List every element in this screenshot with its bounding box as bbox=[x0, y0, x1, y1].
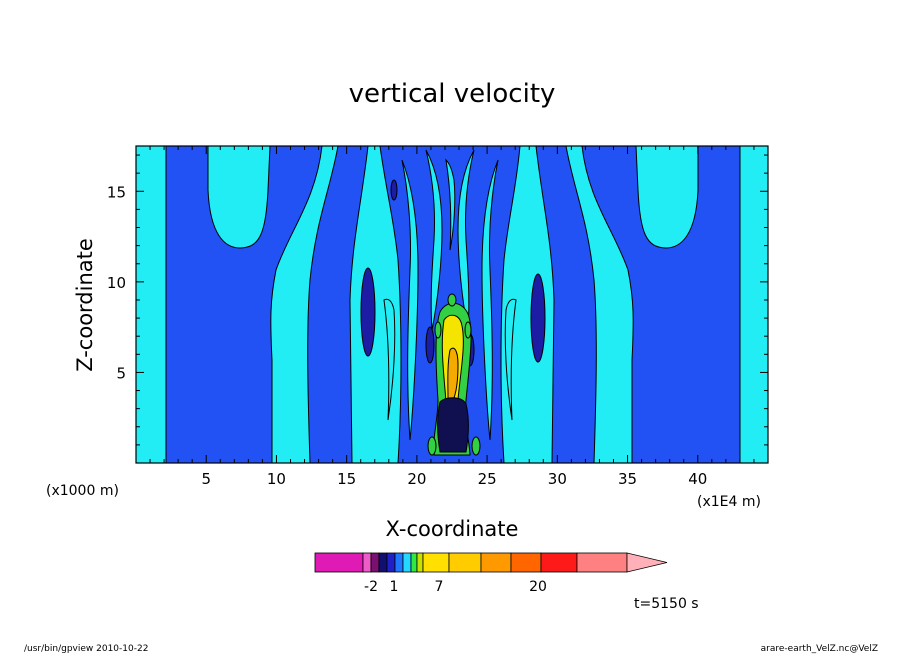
colorbar bbox=[314, 552, 668, 573]
inner-right-band bbox=[535, 146, 597, 463]
plot-frame bbox=[135, 145, 769, 464]
colorbar-segment bbox=[314, 552, 364, 573]
dark-oval-core-3 bbox=[390, 179, 398, 201]
footer-left: /usr/bin/gpview 2010-10-22 bbox=[24, 644, 148, 654]
core-streak-2 bbox=[481, 159, 499, 441]
core-streak-5 bbox=[445, 158, 456, 251]
dark-oval-left bbox=[360, 267, 376, 357]
x-tick-labels: 5 10 15 20 25 30 35 40 bbox=[201, 470, 707, 488]
colorbar-segment bbox=[378, 552, 388, 573]
colorbar-segment bbox=[576, 552, 628, 573]
x-tick-label: 25 bbox=[478, 470, 497, 488]
plot-area bbox=[135, 145, 769, 464]
green-blob-5 bbox=[447, 293, 457, 307]
x-scale-label: (x1E4 m) bbox=[697, 494, 761, 510]
colorbar-segment bbox=[448, 552, 482, 573]
y-tick-label: 15 bbox=[107, 183, 126, 201]
colorbar-segment bbox=[540, 552, 578, 573]
x-unit-label: (x1000 m) bbox=[46, 483, 119, 499]
colorbar-label: -2 bbox=[364, 579, 378, 595]
green-blob-3 bbox=[434, 321, 442, 339]
colorbar-segment bbox=[510, 552, 542, 573]
x-tick-label: 15 bbox=[337, 470, 356, 488]
right-downdraft-region bbox=[581, 146, 741, 463]
colorbar-segment bbox=[402, 552, 412, 573]
left-downdraft-region bbox=[165, 146, 323, 463]
colorbar-label: 7 bbox=[435, 579, 444, 595]
colorbar-segment bbox=[394, 552, 404, 573]
green-blob-1 bbox=[427, 436, 437, 456]
y-tick-labels: 5 10 15 bbox=[107, 183, 126, 382]
x-tick-label: 20 bbox=[407, 470, 426, 488]
colorbar-segment bbox=[370, 552, 380, 573]
y-tick-label: 5 bbox=[116, 364, 126, 382]
core-streak-6 bbox=[383, 298, 396, 421]
axis-ticks bbox=[136, 146, 768, 463]
colorbar-arrow bbox=[626, 552, 668, 573]
x-axis-label: X-coordinate bbox=[386, 517, 519, 541]
colorbar-segment bbox=[422, 552, 450, 573]
y-tick-label: 10 bbox=[107, 274, 126, 292]
x-tick-label: 40 bbox=[688, 470, 707, 488]
dark-oval-core-1 bbox=[425, 326, 435, 364]
x-tick-label: 5 bbox=[201, 470, 211, 488]
inner-left-band bbox=[307, 146, 369, 463]
x-tick-label: 30 bbox=[548, 470, 567, 488]
green-blob-2 bbox=[471, 436, 481, 456]
footer-right: arare-earth_VelZ.nc@VelZ bbox=[761, 644, 878, 654]
colorbar-segment bbox=[410, 552, 418, 573]
dark-oval-right bbox=[530, 273, 546, 363]
colorbar-segment bbox=[362, 552, 372, 573]
colorbar-label: 20 bbox=[529, 579, 547, 595]
time-annotation: t=5150 s bbox=[634, 596, 699, 612]
x-tick-label: 35 bbox=[618, 470, 637, 488]
colorbar-labels: -2 1 7 20 bbox=[364, 579, 547, 595]
colorbar-segment bbox=[386, 552, 396, 573]
colorbar-segment bbox=[480, 552, 512, 573]
y-axis-label: Z-coordinate bbox=[73, 238, 97, 372]
colorbar-label: 1 bbox=[390, 579, 399, 595]
updraft-dark-base bbox=[437, 397, 469, 453]
green-blob-4 bbox=[464, 321, 472, 339]
colorbar-segment bbox=[416, 552, 424, 573]
core-streak-1 bbox=[401, 159, 419, 441]
core-streak-7 bbox=[504, 298, 517, 421]
chart-title: vertical velocity bbox=[349, 79, 556, 109]
updraft-orange-core bbox=[447, 347, 459, 399]
x-tick-label: 10 bbox=[267, 470, 286, 488]
